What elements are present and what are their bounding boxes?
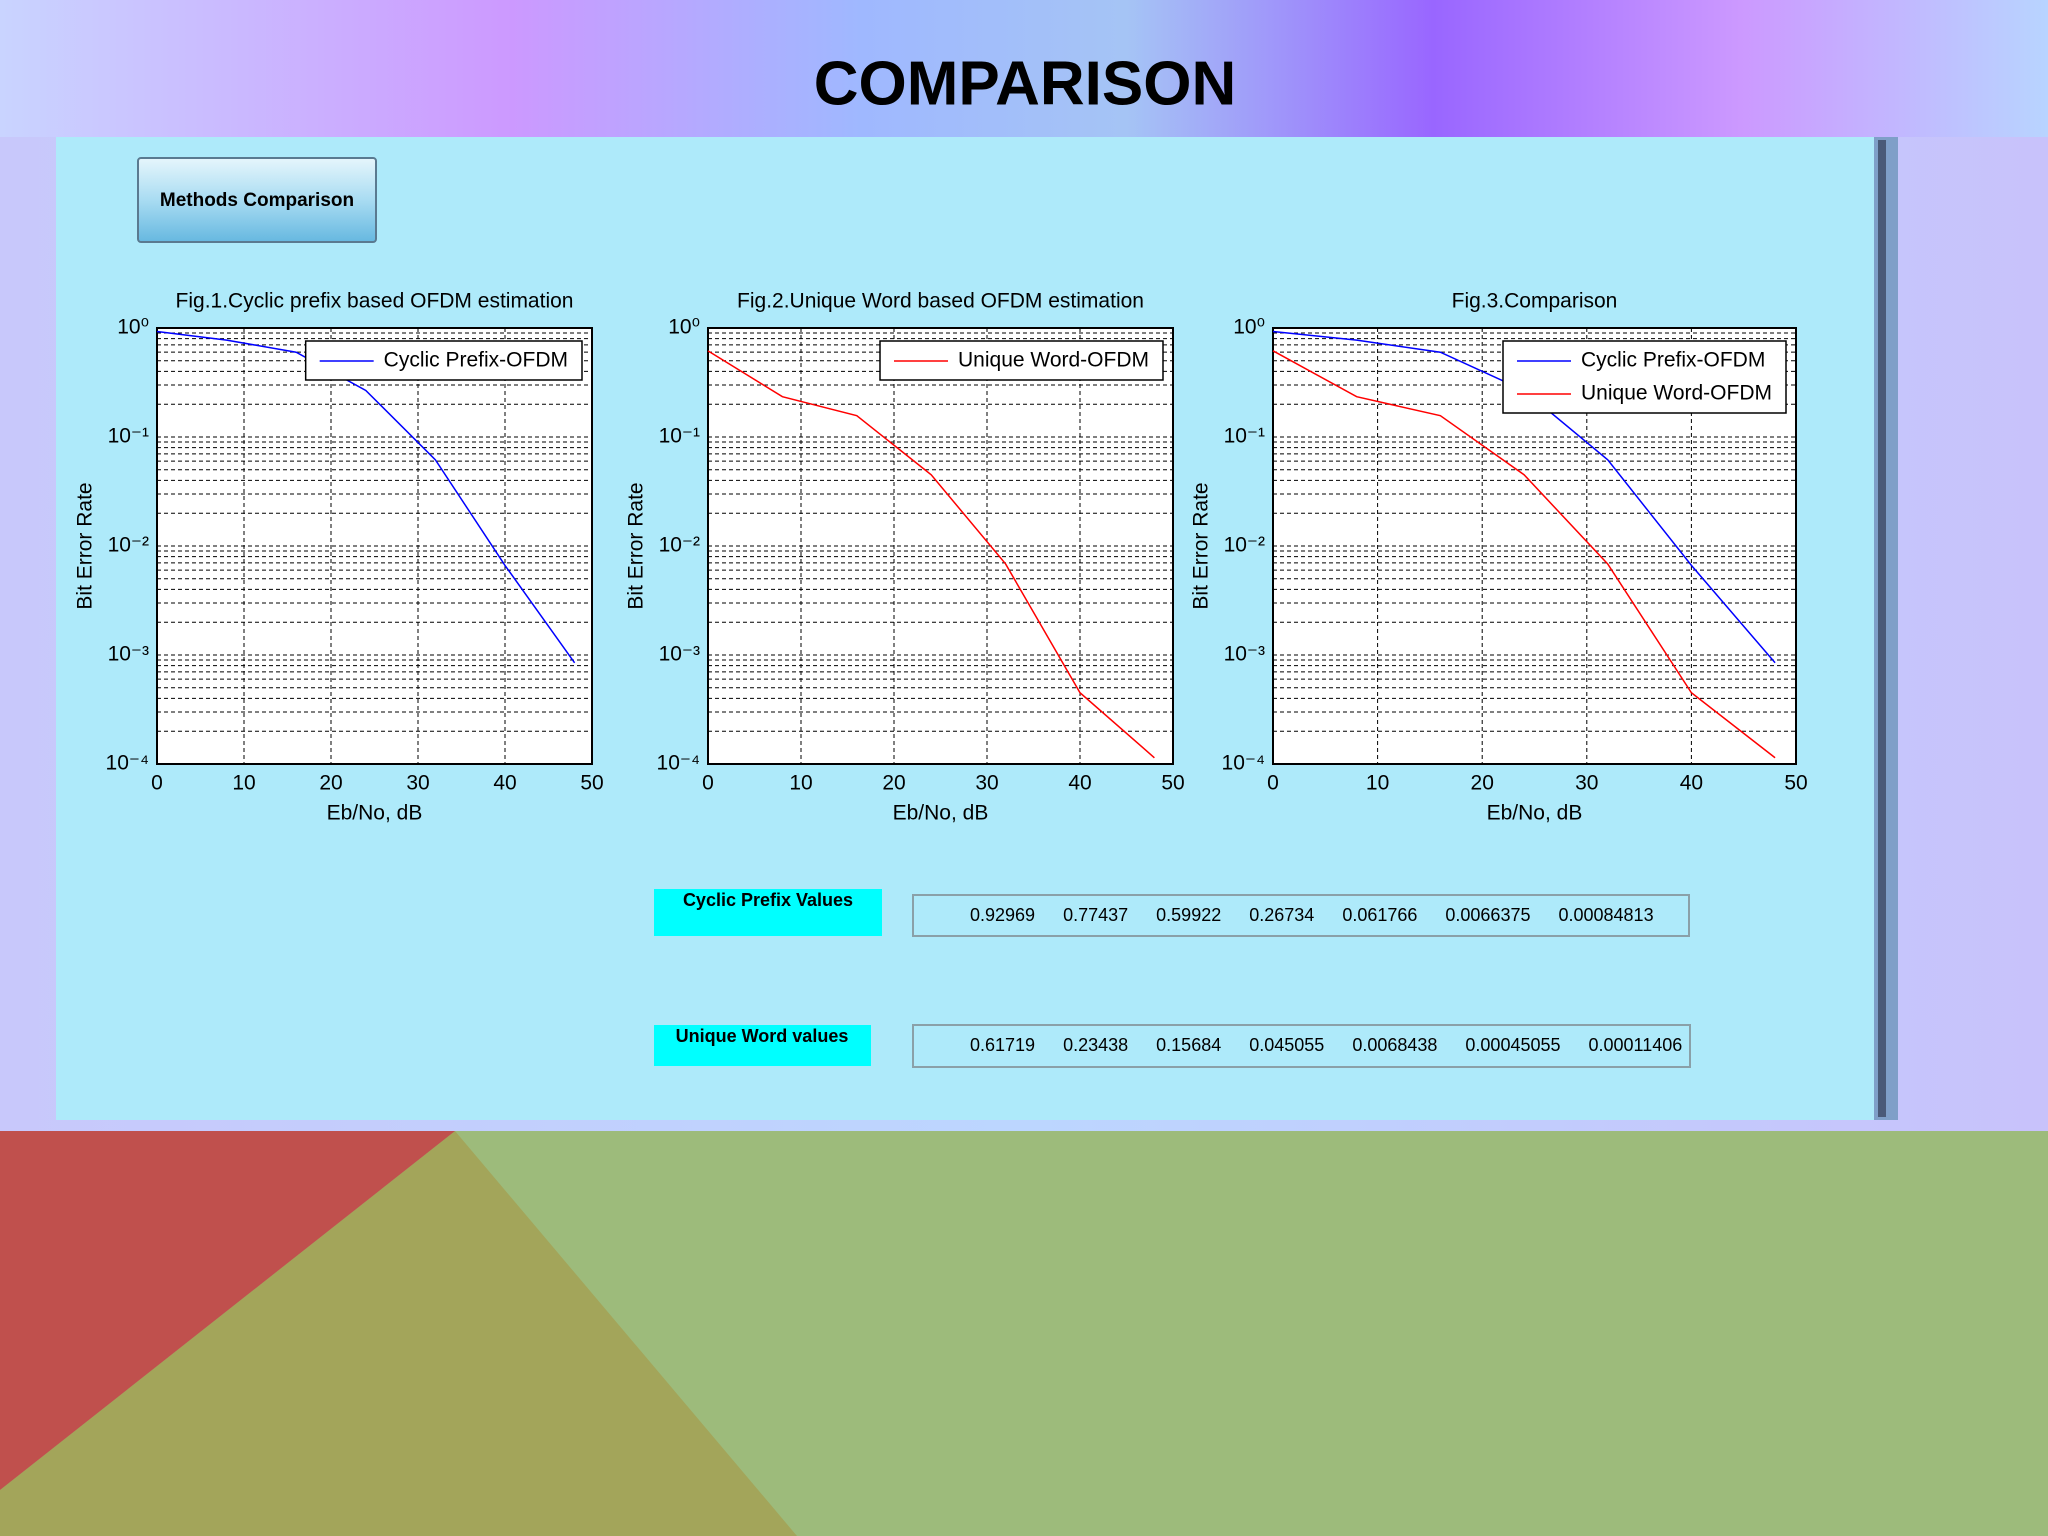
x-tick-label: 0 xyxy=(702,772,714,795)
value-text: 0.00045055 xyxy=(1465,1035,1560,1055)
x-tick-label: 20 xyxy=(319,772,342,795)
slide-title: COMPARISON xyxy=(814,49,1237,118)
y-tick-label: 10⁻⁴ xyxy=(106,752,149,775)
legend: Cyclic Prefix-OFDM Unique Word-OFDM xyxy=(1502,340,1787,414)
button-face[interactable] xyxy=(137,157,377,243)
title-band xyxy=(0,0,2048,137)
x-axis-label: Eb/No, dB xyxy=(1487,802,1583,825)
value-text: 0.26734 xyxy=(1249,905,1314,925)
scrollbar-thumb xyxy=(1878,140,1886,1117)
y-tick-label: 10⁰ xyxy=(668,316,700,339)
y-axis-label: Bit Error Rate xyxy=(74,482,97,609)
legend-label: Unique Word-OFDM xyxy=(1581,382,1772,405)
x-axis-label: Eb/No, dB xyxy=(893,802,989,825)
value-text: 0.77437 xyxy=(1063,905,1128,925)
button-label[interactable]: Methods Comparison xyxy=(160,190,354,211)
legend: Cyclic Prefix-OFDM xyxy=(304,340,583,381)
value-text: 0.23438 xyxy=(1063,1035,1128,1055)
value-text: 0.061766 xyxy=(1342,905,1417,925)
value-text: 0.61719 xyxy=(970,1035,1035,1055)
legend-label: Cyclic Prefix-OFDM xyxy=(384,349,568,372)
legend-label: Cyclic Prefix-OFDM xyxy=(1581,349,1765,372)
value-text: 0.0068438 xyxy=(1352,1035,1437,1055)
x-tick-label: 30 xyxy=(406,772,429,795)
x-tick-label: 0 xyxy=(151,772,163,795)
x-tick-label: 10 xyxy=(1366,772,1389,795)
x-tick-label: 30 xyxy=(1575,772,1598,795)
y-tick-label: 10⁻³ xyxy=(108,643,149,666)
plot-frame xyxy=(1272,327,1797,765)
x-tick-label: 40 xyxy=(493,772,516,795)
cp-label-box xyxy=(654,889,882,936)
cp-label: Cyclic Prefix Values xyxy=(683,890,853,910)
y-tick-label: 10⁰ xyxy=(1233,316,1265,339)
x-tick-label: 50 xyxy=(1784,772,1807,795)
value-text: 0.0066375 xyxy=(1445,905,1530,925)
legend-box xyxy=(1502,340,1787,414)
x-tick-label: 40 xyxy=(1068,772,1091,795)
methods-button[interactable]: Methods Comparison xyxy=(137,157,377,243)
x-tick-label: 10 xyxy=(232,772,255,795)
footer-olive xyxy=(0,1131,797,1536)
y-tick-label: 10⁻² xyxy=(108,534,149,557)
y-tick-label: 10⁻³ xyxy=(1224,643,1265,666)
legend-label: Unique Word-OFDM xyxy=(958,349,1149,372)
x-axis-label: Eb/No, dB xyxy=(327,802,423,825)
value-text: 0.00011406 xyxy=(1589,1035,1683,1055)
footer-red xyxy=(0,1131,455,1490)
y-tick-label: 10⁰ xyxy=(117,316,149,339)
cp-values-box xyxy=(912,894,1690,937)
uw-values-box xyxy=(912,1024,1691,1068)
y-tick-label: 10⁻¹ xyxy=(108,425,149,448)
plot-frame xyxy=(707,327,1174,765)
series-line xyxy=(156,330,576,664)
y-tick-label: 10⁻⁴ xyxy=(657,752,700,775)
y-tick-label: 10⁻¹ xyxy=(659,425,700,448)
x-tick-label: 30 xyxy=(975,772,998,795)
x-tick-label: 0 xyxy=(1267,772,1279,795)
y-tick-label: 10⁻⁴ xyxy=(1222,752,1265,775)
chart-title: Fig.2.Unique Word based OFDM estimation xyxy=(737,290,1144,313)
y-tick-label: 10⁻² xyxy=(659,534,700,557)
x-tick-label: 40 xyxy=(1680,772,1703,795)
x-tick-label: 20 xyxy=(1471,772,1494,795)
plot-frame xyxy=(156,327,593,765)
legend: Unique Word-OFDM xyxy=(879,340,1164,381)
y-axis-label: Bit Error Rate xyxy=(625,482,648,609)
value-text: 0.00084813 xyxy=(1558,905,1653,925)
uw-label: Unique Word values xyxy=(676,1026,849,1046)
value-text: 0.59922 xyxy=(1156,905,1221,925)
y-tick-label: 10⁻¹ xyxy=(1224,425,1265,448)
value-text: 0.15684 xyxy=(1156,1035,1221,1055)
y-tick-label: 10⁻³ xyxy=(659,643,700,666)
x-tick-label: 50 xyxy=(580,772,603,795)
chart-title: Fig.3.Comparison xyxy=(1452,290,1618,313)
x-tick-label: 20 xyxy=(882,772,905,795)
y-tick-label: 10⁻² xyxy=(1224,534,1265,557)
x-tick-label: 50 xyxy=(1161,772,1184,795)
x-tick-label: 10 xyxy=(789,772,812,795)
chart-title: Fig.1.Cyclic prefix based OFDM estimatio… xyxy=(176,290,574,313)
value-text: 0.92969 xyxy=(970,905,1035,925)
series-line xyxy=(1272,350,1776,759)
y-axis-label: Bit Error Rate xyxy=(1190,482,1213,609)
series-line xyxy=(707,350,1155,759)
uw-label-box xyxy=(654,1025,871,1066)
value-text: 0.045055 xyxy=(1249,1035,1324,1055)
